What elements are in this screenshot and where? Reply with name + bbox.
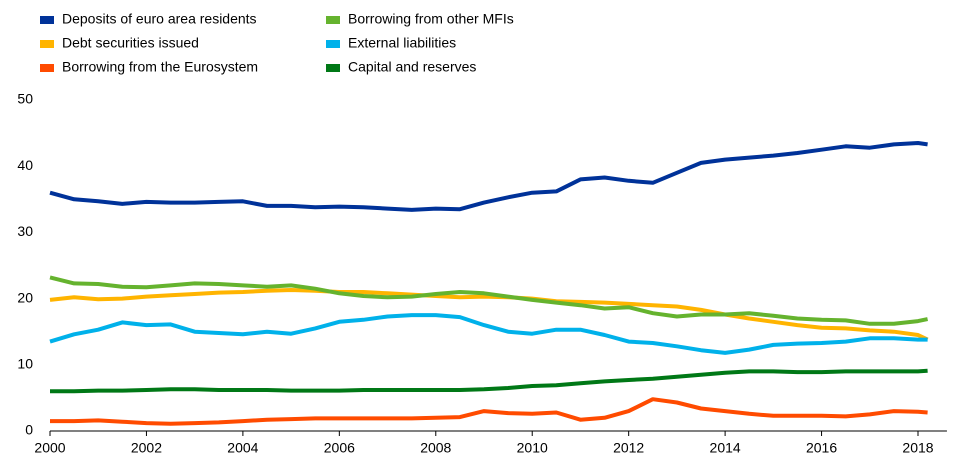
legend-label: Debt securities issued	[62, 35, 199, 51]
legend-label: Borrowing from the Eurosystem	[62, 59, 258, 75]
legend-swatch	[40, 40, 54, 48]
y-tick-label: 40	[17, 157, 33, 173]
legend-swatch	[326, 64, 340, 72]
legend-swatch	[326, 40, 340, 48]
y-tick-label: 30	[17, 223, 33, 239]
series-line	[49, 288, 929, 342]
legend-label: Deposits of euro area residents	[62, 11, 257, 27]
y-tick-label: 0	[25, 422, 33, 438]
series-line	[49, 275, 929, 326]
x-tick-label: 2018	[902, 440, 933, 456]
series-line	[49, 141, 928, 212]
legend-swatch	[40, 64, 54, 72]
x-tick-label: 2000	[34, 440, 65, 456]
legend-label: Capital and reserves	[348, 59, 476, 75]
legend-swatch	[326, 16, 340, 24]
x-tick-label: 2006	[324, 440, 355, 456]
x-tick-label: 2014	[710, 440, 741, 456]
x-tick-label: 2016	[806, 440, 837, 456]
x-tick-label: 2004	[227, 440, 258, 456]
series-line	[49, 313, 928, 355]
legend-label: Borrowing from other MFIs	[348, 11, 514, 27]
series-line	[50, 368, 928, 394]
x-tick-label: 2010	[517, 440, 548, 456]
legend-swatch	[40, 16, 54, 24]
y-tick-label: 20	[17, 289, 33, 305]
x-tick-label: 2012	[613, 440, 644, 456]
y-tick-label: 10	[17, 356, 33, 372]
x-tick-label: 2002	[131, 440, 162, 456]
x-tick-label: 2008	[420, 440, 451, 456]
y-tick-label: 50	[17, 91, 33, 107]
legend-label: External liabilities	[348, 35, 456, 51]
series-line	[50, 397, 928, 426]
